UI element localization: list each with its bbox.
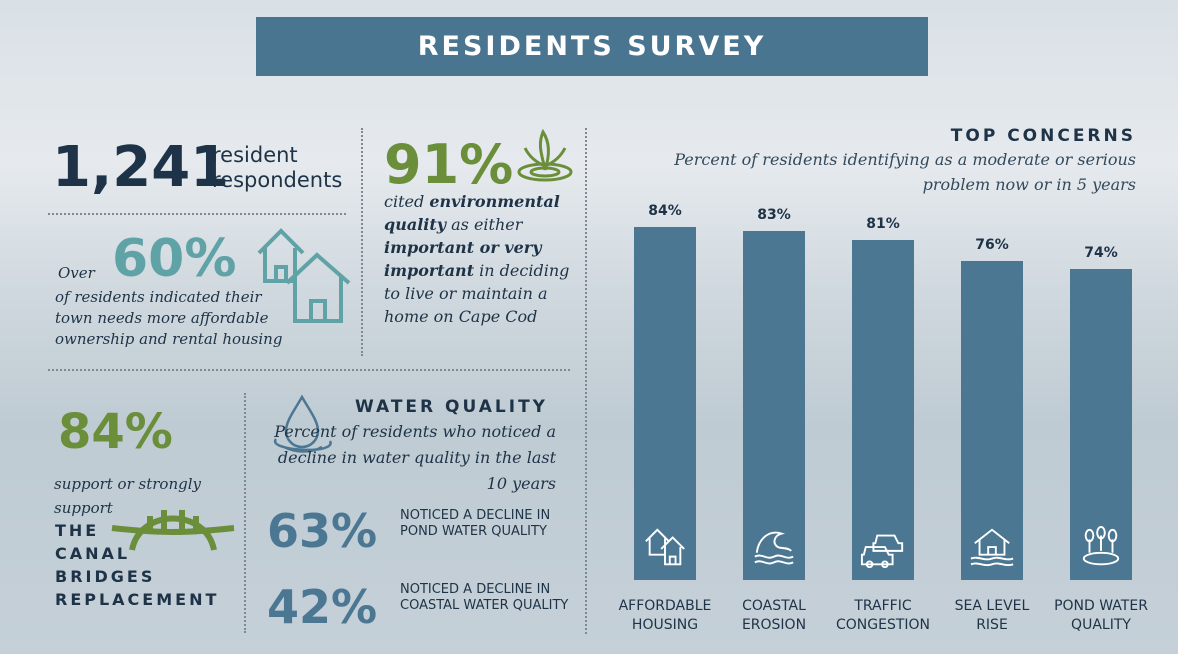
coastal-percent: 42% [267,580,378,634]
text-bold: important or very important [384,238,542,280]
pond-percent: 63% [267,504,378,558]
text: support [54,499,113,517]
bar-value-label: 74% [1084,245,1118,262]
category-label: COASTAL EROSION [741,598,807,633]
houses-icon [634,524,696,576]
text: in deciding to live or maintain a home o… [384,261,570,326]
flooded-house-icon [961,524,1023,576]
bar-5 [1070,269,1132,580]
environment-text: cited environmental quality as either im… [384,190,574,328]
category-label: AFFORDABLE HOUSING [618,598,712,633]
text: THE [55,521,100,540]
bar-4 [961,260,1023,580]
chart-title: TOP CONCERNS [950,126,1136,146]
bridge-icon [111,510,235,551]
housing-text: of residents indicated their town needs … [55,288,283,348]
respondents-label: resident respondents [212,143,342,193]
bar-3 [852,239,914,580]
respondents-line2: respondents [212,168,343,192]
text: REPLACEMENT [55,590,220,609]
text: cited [384,192,430,211]
divider [48,369,570,371]
divider [48,213,346,215]
category-label: SEA LEVEL RISE [954,598,1030,633]
page-title: RESIDENTS SURVEY [256,17,928,76]
bridges-text: support or strongly support [54,472,201,520]
bar-2 [743,231,805,580]
text-bold: environmental quality [384,192,560,234]
bridges-percent: 84% [58,404,173,460]
category-label: POND WATER QUALITY [1054,598,1148,633]
category-label: TRAFFIC CONGESTION [835,598,931,633]
text: BRIDGES [55,567,156,586]
divider [244,393,246,633]
chart-subtitle: Percent of residents identifying as a mo… [674,150,1136,194]
pond-trees-icon [1070,524,1132,576]
wave-icon [743,524,805,576]
bar-1 [634,227,696,580]
bridges-caps: THE CANAL BRIDGES REPLACEMENT [55,519,219,611]
housing-prefix: Over [58,264,95,282]
pond-label: NOTICED A DECLINE IN POND WATER QUALITY [400,508,551,539]
text: CANAL [55,544,131,563]
bar-value-label: 84% [648,203,682,220]
divider [361,128,363,356]
bar-value-label: 76% [975,236,1009,253]
water-drop-icon [273,394,332,453]
water-subtitle: Percent of residents who noticed a decli… [274,422,556,493]
text: as either [446,215,523,234]
plant-water-icon [517,128,573,182]
text: support or strongly [54,475,201,493]
water-heading: WATER QUALITY [355,397,548,417]
divider [585,128,587,634]
housing-percent: 60% [112,229,237,289]
bar-value-label: 81% [866,215,900,232]
respondents-line1: resident [212,143,298,167]
environment-percent: 91% [384,133,514,196]
respondents-number: 1,241 [52,135,230,200]
bar-value-label: 83% [757,207,791,224]
cars-icon [852,524,914,576]
coastal-label: NOTICED A DECLINE IN COASTAL WATER QUALI… [400,582,569,613]
houses-icon [257,228,351,323]
